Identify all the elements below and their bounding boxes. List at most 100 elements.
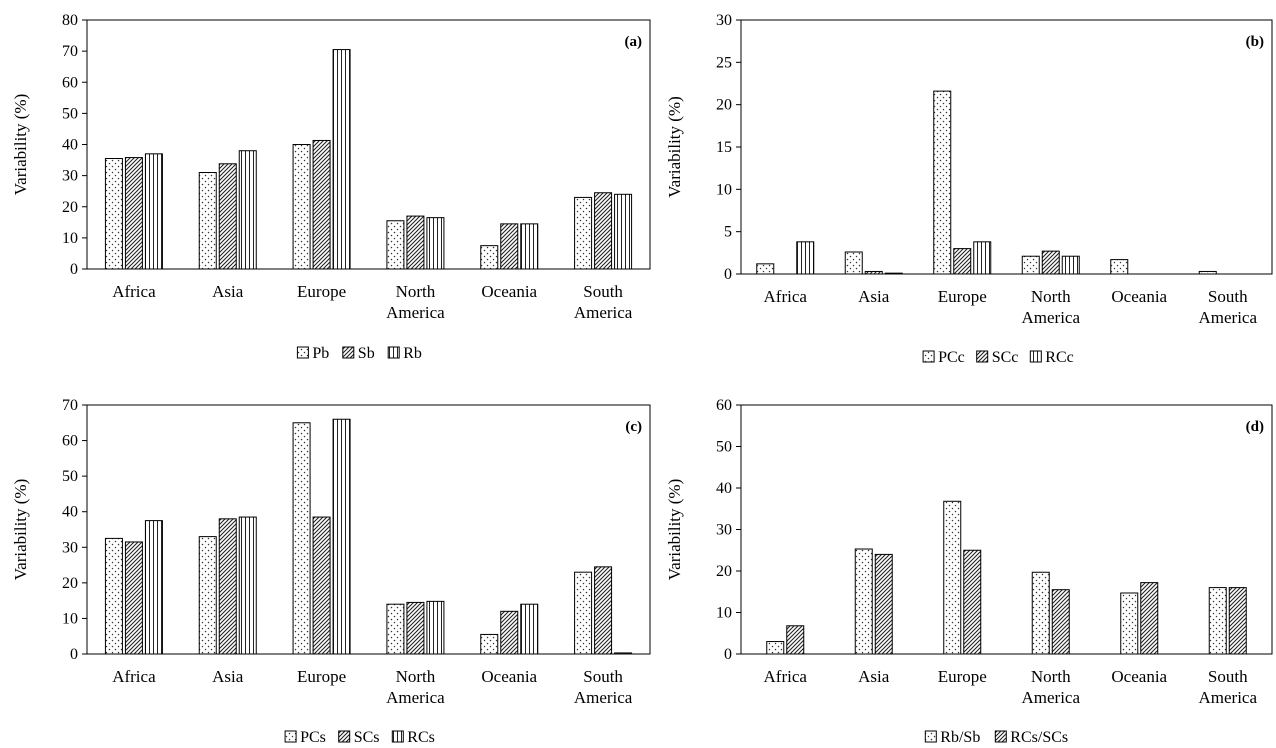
- y-axis-label: Variability (%): [665, 479, 684, 581]
- legend-entry: Rb: [403, 345, 422, 362]
- y-tick-label: 0: [70, 646, 78, 663]
- bar-pb: [480, 245, 499, 270]
- x-tick-label: America: [1021, 688, 1080, 707]
- legend-swatch: [976, 350, 989, 363]
- plot-frame: [86, 19, 651, 270]
- bar-rcs: [426, 600, 445, 655]
- bar-rcs-scs: [786, 625, 805, 655]
- y-tick-label: 50: [62, 468, 78, 485]
- x-tick-label: Africa: [764, 667, 808, 686]
- bar-rcs: [238, 516, 257, 655]
- bar-rb-sb: [1120, 592, 1139, 655]
- plot-frame: [86, 404, 651, 655]
- y-tick-label: 60: [716, 397, 732, 414]
- legend-entry: Pb: [312, 345, 329, 362]
- bar-rb: [332, 49, 351, 270]
- x-tick-label: America: [574, 303, 633, 322]
- legend-swatch: [922, 350, 935, 363]
- bar-sb: [218, 163, 237, 270]
- bar-rb: [520, 223, 539, 270]
- y-tick-label: 20: [62, 199, 78, 216]
- legend-swatch: [994, 730, 1007, 743]
- x-tick-label: America: [1198, 688, 1257, 707]
- legend-entry: RCc: [1045, 349, 1073, 366]
- bar-rb-sb: [854, 548, 873, 655]
- bar-sb: [500, 223, 519, 270]
- x-tick-label: Oceania: [481, 282, 537, 301]
- bar-rcs-scs: [1228, 587, 1247, 655]
- bar-rb: [238, 150, 257, 270]
- legend-entry: RCs/SCs: [1010, 729, 1068, 746]
- bar-scs: [124, 541, 143, 655]
- y-tick-label: 20: [716, 97, 732, 114]
- bar-pcs: [574, 571, 593, 655]
- bar-rcs-scs: [874, 553, 893, 655]
- bar-sb: [124, 157, 143, 270]
- x-tick-label: Africa: [112, 667, 156, 686]
- legend-entry: RCs: [407, 729, 435, 746]
- x-tick-label: Oceania: [481, 667, 537, 686]
- x-tick-label: South: [1208, 667, 1248, 686]
- x-tick-label: Europe: [297, 667, 346, 686]
- bar-pcc: [1021, 255, 1040, 275]
- bar-rb-sb: [1031, 571, 1050, 655]
- y-tick-label: 70: [62, 43, 78, 60]
- bar-rb-sb: [1208, 587, 1227, 655]
- x-tick-label: Europe: [938, 667, 987, 686]
- y-tick-label: 0: [724, 646, 732, 663]
- y-tick-label: 70: [62, 397, 78, 414]
- chart-panel-a: 0 10 20 30 40 50 60 70 80 Variability (%) (a) Afric…: [11, 12, 651, 362]
- y-axis-label: Variability (%): [11, 479, 30, 581]
- bar-rcs: [520, 603, 539, 655]
- bar-sb: [312, 139, 331, 270]
- legend: Pb Sb Rb: [296, 345, 422, 362]
- x-tick-label: Europe: [938, 287, 987, 306]
- x-tick-label: North: [396, 667, 436, 686]
- bar-rb: [426, 217, 445, 270]
- bar-pcc: [756, 263, 775, 275]
- x-tick-label: America: [386, 688, 445, 707]
- bar-scs: [312, 516, 331, 655]
- x-tick-label: North: [1031, 287, 1071, 306]
- legend: PCs SCs RCs: [284, 729, 435, 746]
- bar-rb-sb: [766, 641, 785, 655]
- bar-scs: [218, 518, 237, 655]
- y-tick-label: 20: [716, 563, 732, 580]
- x-tick-label: North: [396, 282, 436, 301]
- legend-entry: SCs: [354, 729, 380, 746]
- bar-pcs: [480, 633, 499, 655]
- y-tick-label: 10: [716, 181, 732, 198]
- legend: Rb/Sb RCs/SCs: [924, 729, 1068, 746]
- bar-pb: [574, 196, 593, 270]
- y-tick-label: 60: [62, 433, 78, 450]
- legend-swatch: [924, 730, 937, 743]
- y-axis-label: Variability (%): [665, 96, 684, 198]
- y-tick-label: 10: [62, 610, 78, 627]
- panel-label: (d): [1246, 419, 1264, 435]
- legend-swatch: [284, 730, 297, 743]
- x-tick-label: Africa: [112, 282, 156, 301]
- legend-swatch: [338, 730, 351, 743]
- bar-pcs: [292, 422, 311, 655]
- chart-panel-d: 0 10 20 30 40 50 60 Variability (%) (d) Africa Asi…: [665, 397, 1273, 746]
- bar-pcs: [386, 603, 405, 655]
- bar-rcs: [332, 418, 351, 655]
- y-tick-label: 10: [716, 605, 732, 622]
- bar-pcc: [1110, 259, 1129, 275]
- y-tick-label: 80: [62, 12, 78, 29]
- bar-pcc: [933, 90, 952, 275]
- y-tick-label: 25: [716, 54, 732, 71]
- y-tick-label: 40: [716, 480, 732, 497]
- x-tick-label: North: [1031, 667, 1071, 686]
- bar-scc: [1041, 250, 1060, 275]
- bar-pcs: [198, 536, 217, 655]
- x-tick-label: Asia: [858, 287, 890, 306]
- x-tick-label: Europe: [297, 282, 346, 301]
- x-tick-label: Asia: [858, 667, 890, 686]
- x-tick-label: South: [583, 667, 623, 686]
- legend-swatch: [342, 346, 355, 359]
- bar-rcc: [973, 241, 992, 275]
- bar-scs: [500, 610, 519, 655]
- y-tick-label: 10: [62, 230, 78, 247]
- x-tick-label: America: [1198, 308, 1257, 327]
